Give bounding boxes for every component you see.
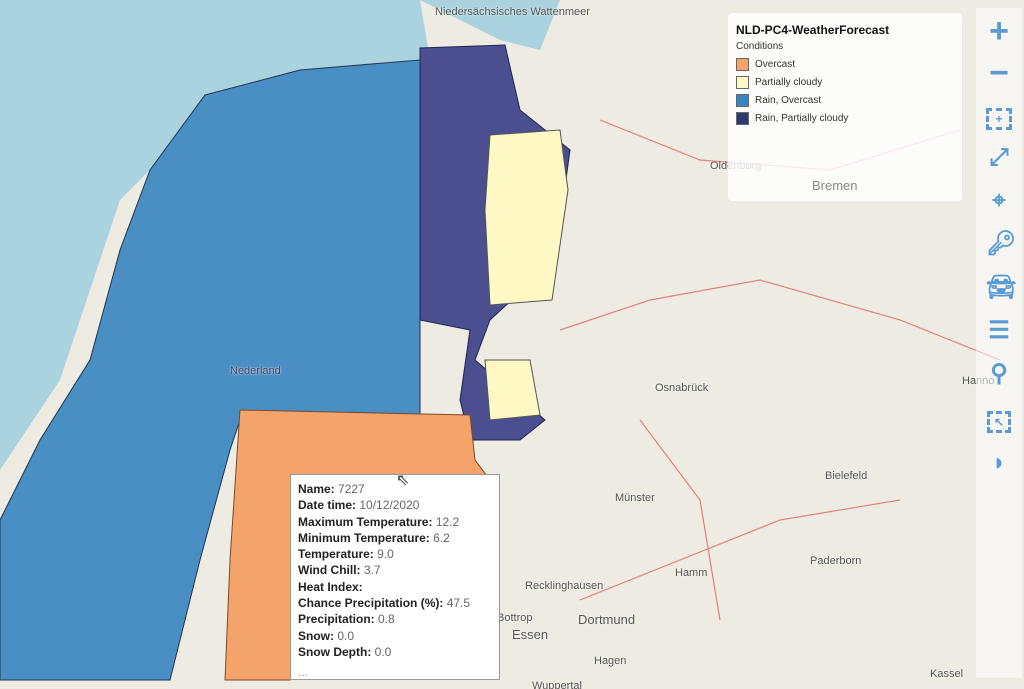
field-value: 6.2 xyxy=(433,530,450,545)
field-value: 9.0 xyxy=(377,547,394,562)
field-label: Heat Index: xyxy=(298,579,363,594)
field-value: 0.0 xyxy=(337,628,355,643)
map-toolbar: + − + ⤢ ⌖ 🔑︎ 🚘︎ ☰ ⚲ ↖ ◗ xyxy=(976,8,1022,678)
map-label: Bottrop xyxy=(497,612,533,624)
legend-label: Rain, Partially cloudy xyxy=(755,112,849,124)
field-value: 0.8 xyxy=(378,612,395,627)
popup-field: Name: 7227 xyxy=(298,481,492,497)
key-icon[interactable]: 🔑︎ xyxy=(986,230,1017,257)
legend-swatch xyxy=(736,111,749,125)
car-icon[interactable]: 🚘︎ xyxy=(986,274,1017,301)
legend-label: Overcast xyxy=(755,58,796,70)
legend-title: NLD-PC4-WeatherForecast xyxy=(736,23,890,37)
field-label: Precipitation: xyxy=(298,612,375,627)
map-label: Recklinghausen xyxy=(525,580,604,592)
legend: NLD-PC4-WeatherForecast Conditions Overc… xyxy=(728,13,962,201)
popup-field: Maximum Temperature: 12.2 xyxy=(298,514,492,530)
zoom-out-icon[interactable]: − xyxy=(989,54,1009,92)
map-label: Kassel xyxy=(930,668,964,680)
field-value: 0.0 xyxy=(374,644,392,659)
legend-label: Partially cloudy xyxy=(755,76,823,88)
popup-field: Precipitation: 0.8 xyxy=(298,611,492,627)
popup-field: Snow: 0.0 xyxy=(298,628,492,644)
popup-more: ... xyxy=(298,665,309,680)
legend-item: Rain, Partially cloudy xyxy=(736,109,954,127)
legend-swatch xyxy=(736,93,749,107)
popup-fields: Name: 7227 Date time: 10/12/2020 Maximum T… xyxy=(298,481,492,660)
field-label: Minimum Temperature: xyxy=(298,530,430,545)
legend-swatch xyxy=(736,75,749,89)
search-icon[interactable]: ⚲ xyxy=(990,360,1008,387)
popup-field: Chance Precipitation (%): 47.5 xyxy=(298,595,492,611)
sea xyxy=(0,0,430,470)
legend-swatch xyxy=(736,57,749,71)
popup-field: Temperature: 9.0 xyxy=(298,546,492,562)
field-label: Date time: xyxy=(298,498,357,513)
field-value: 7227 xyxy=(338,482,365,496)
legend-label: Rain, Overcast xyxy=(755,94,822,106)
map-label: Dortmund xyxy=(578,612,636,627)
map-label: Niedersächsisches Wattenmeer xyxy=(435,6,590,18)
map-label: Nederland xyxy=(230,365,281,377)
map-label: Wuppertal xyxy=(532,680,582,689)
field-label: Temperature: xyxy=(298,547,374,562)
map-label: Hagen xyxy=(594,655,627,667)
map-label: Osnabrück xyxy=(655,382,709,394)
field-value: 3.7 xyxy=(363,563,381,578)
field-label: Chance Precipitation (%): xyxy=(298,596,444,611)
wadden-sea xyxy=(420,0,560,50)
map-label: Münster xyxy=(615,492,655,504)
field-label: Maximum Temperature: xyxy=(298,514,433,529)
region-partially-cloudy xyxy=(484,129,569,306)
field-value: 12.2 xyxy=(435,514,460,529)
region-partially-cloudy-2 xyxy=(484,359,541,421)
popup-field: Date time: 10/12/2020 xyxy=(298,497,492,513)
map-label: Bielefeld xyxy=(825,470,868,482)
field-label: Name: xyxy=(298,482,335,496)
field-value: 10/12/2020 xyxy=(359,498,420,513)
map-label: Bremen xyxy=(812,178,858,193)
map-label: Hamm xyxy=(675,567,708,579)
mouse-cursor-icon: ⇖ xyxy=(396,472,410,489)
field-label: Wind Chill: xyxy=(298,563,361,578)
signal-icon[interactable]: ◗ xyxy=(991,449,1007,476)
field-value: 47.5 xyxy=(446,596,471,611)
legend-item: Partially cloudy xyxy=(736,73,954,91)
full-extent-icon[interactable]: ⤢ xyxy=(989,144,1009,171)
zoom-in-icon[interactable]: + xyxy=(989,12,1009,50)
popup-field: Snow Depth: 0.0 xyxy=(298,644,492,660)
legend-item: Rain, Overcast xyxy=(736,91,954,109)
field-label: Snow Depth: xyxy=(298,644,372,659)
map-label: Essen xyxy=(512,627,549,642)
map-label: Paderborn xyxy=(810,555,862,567)
layers-list-icon[interactable]: ☰ xyxy=(988,317,1010,344)
popup-field: Heat Index: xyxy=(298,579,492,595)
select-icon[interactable]: ↖ xyxy=(986,406,1012,433)
popup-field: Minimum Temperature: 6.2 xyxy=(298,530,492,546)
zoom-box-icon[interactable]: + xyxy=(986,103,1012,130)
feature-popup: Name: 7227 Date time: 10/12/2020 Maximum T… xyxy=(290,474,500,680)
legend-item: Overcast xyxy=(736,55,954,73)
field-label: Snow: xyxy=(298,628,334,643)
locate-icon[interactable]: ⌖ xyxy=(992,187,1006,214)
popup-field: Wind Chill: 3.7 xyxy=(298,562,492,578)
legend-subtitle: Conditions xyxy=(736,41,784,52)
